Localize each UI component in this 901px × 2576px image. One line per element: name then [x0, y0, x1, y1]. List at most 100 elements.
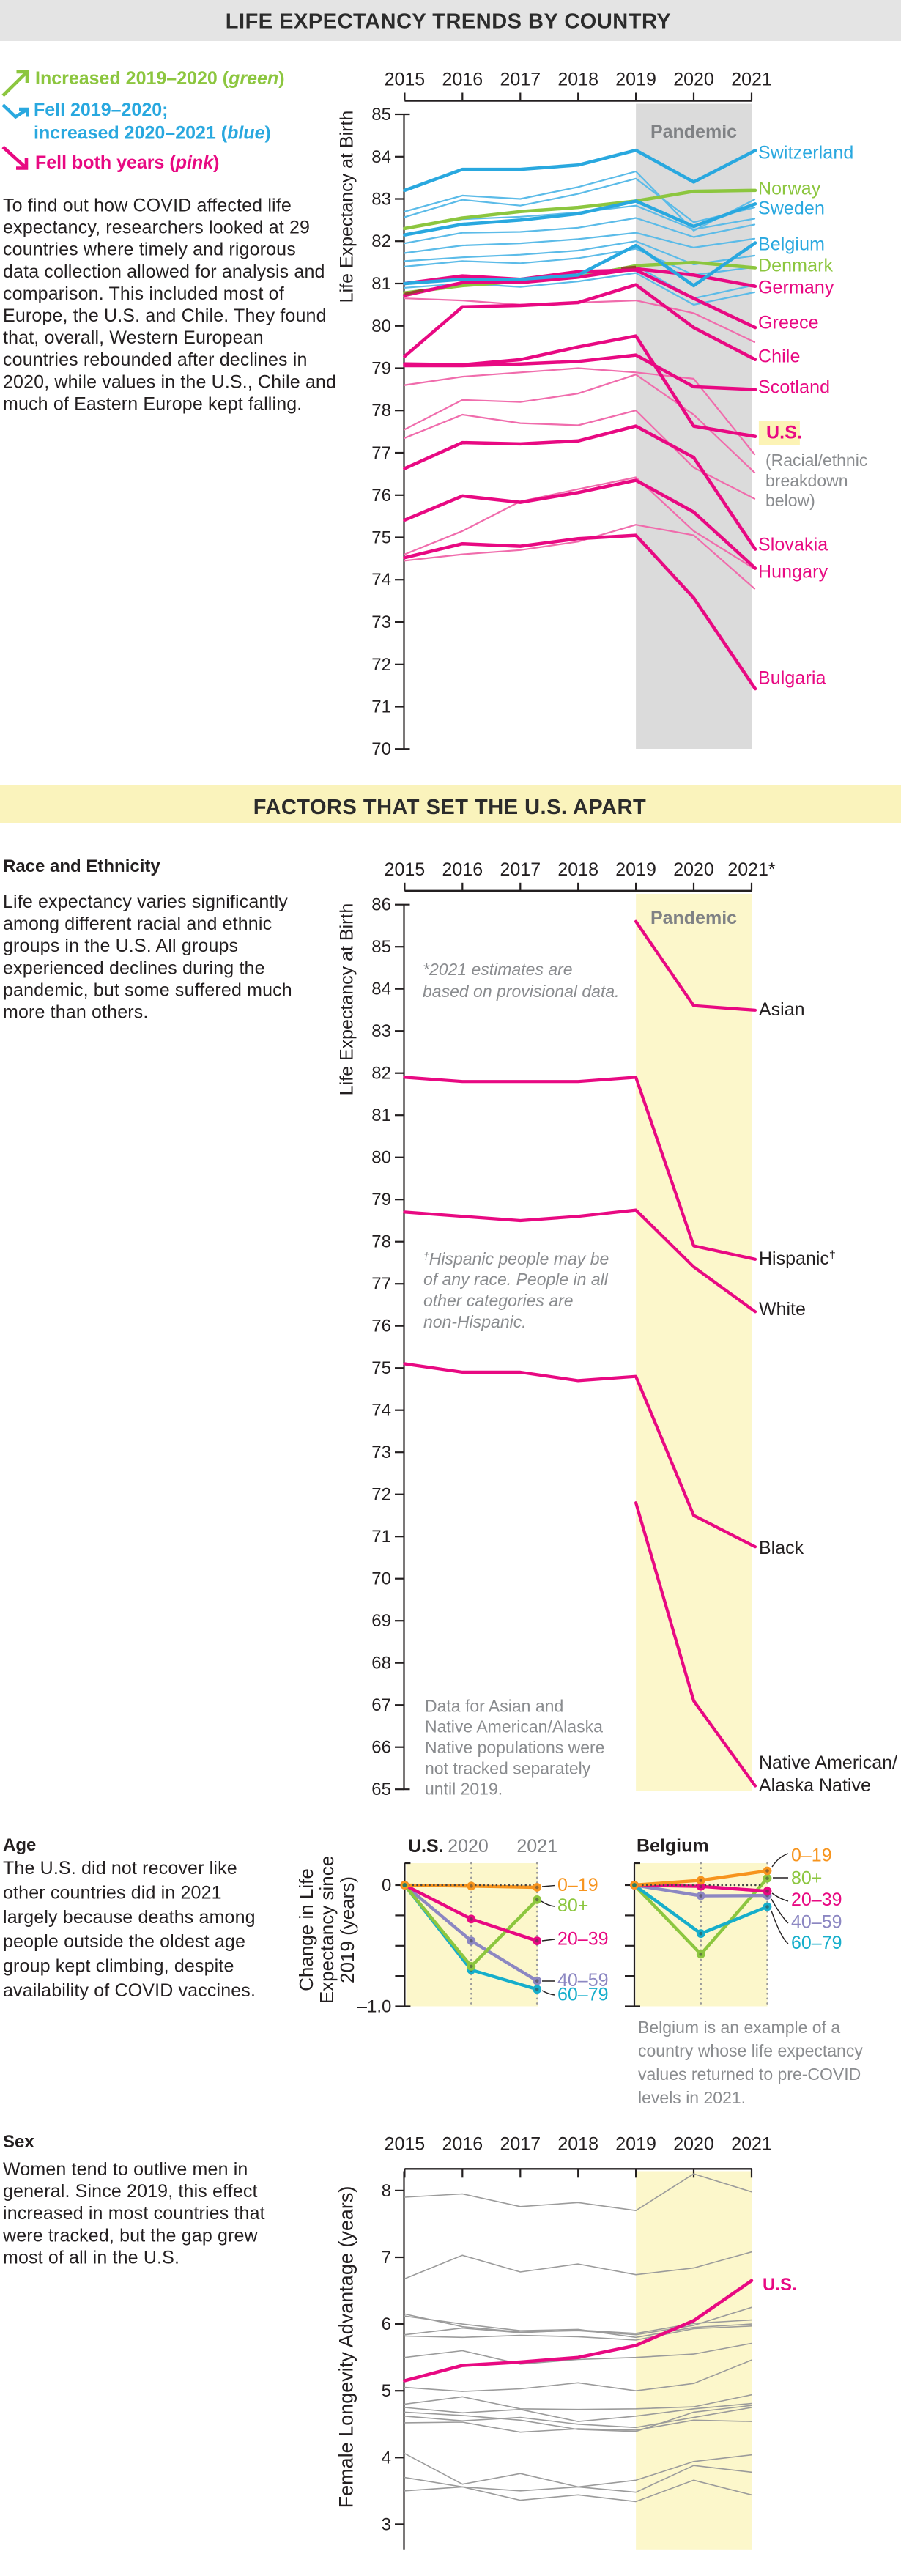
svg-text:74: 74 [371, 570, 391, 590]
svg-text:Asian: Asian [759, 999, 805, 1020]
svg-text:76: 76 [371, 486, 391, 506]
svg-text:Female Longevity Advantage (ye: Female Longevity Advantage (years) [335, 2186, 357, 2509]
svg-text:largely because deaths among: largely because deaths among [3, 1907, 256, 1928]
svg-text:until 2019.: until 2019. [425, 1779, 503, 1798]
svg-text:general. Since 2019, this effe: general. Since 2019, this effect [3, 2181, 258, 2202]
svg-text:73: 73 [371, 1443, 391, 1462]
svg-text:Life Expectancy at Birth: Life Expectancy at Birth [337, 111, 357, 303]
svg-text:2019: 2019 [615, 859, 656, 880]
svg-text:0–19: 0–19 [791, 1846, 832, 1866]
svg-text:other countries did in 2021: other countries did in 2021 [3, 1882, 222, 1903]
svg-text:countries where timely and rig: countries where timely and rigorous [3, 240, 296, 260]
svg-text:*2021 estimates are: *2021 estimates are [423, 960, 573, 979]
svg-text:not tracked separately: not tracked separately [425, 1758, 591, 1777]
svg-text:70: 70 [371, 1569, 391, 1589]
svg-text:country whose life expectancy: country whose life expectancy [638, 2041, 863, 2060]
svg-text:Scotland: Scotland [758, 377, 830, 398]
svg-text:U.S.: U.S. [408, 1836, 444, 1857]
svg-text:Belgium: Belgium [637, 1836, 709, 1857]
svg-text:2020, while values in the U.S.: 2020, while values in the U.S., Chile an… [3, 371, 336, 392]
svg-text:2018: 2018 [557, 859, 598, 880]
svg-text:2016: 2016 [442, 859, 483, 880]
svg-text:comparison. This included most: comparison. This included most of [3, 284, 284, 304]
svg-text:2018: 2018 [557, 70, 598, 90]
svg-text:72: 72 [371, 1485, 391, 1505]
svg-text:60–79: 60–79 [791, 1933, 842, 1953]
svg-text:other categories are: other categories are [423, 1291, 574, 1310]
svg-text:most of all in the U.S.: most of all in the U.S. [3, 2247, 179, 2268]
svg-text:†Hispanic people may be: †Hispanic people may be [423, 1249, 609, 1268]
svg-text:were tracked, but the gap grew: were tracked, but the gap grew [2, 2225, 259, 2246]
svg-text:Europe, the U.S. and Chile. Th: Europe, the U.S. and Chile. They found [3, 306, 327, 326]
svg-text:2020: 2020 [673, 70, 714, 90]
svg-text:among different racial and eth: among different racial and ethnic [3, 914, 272, 934]
svg-text:expectancy, researchers looked: expectancy, researchers looked at 29 [3, 218, 310, 238]
svg-text:74: 74 [371, 1401, 391, 1421]
svg-text:pandemic, but some suffered mu: pandemic, but some suffered much [3, 980, 292, 1000]
svg-text:Slovakia: Slovakia [758, 535, 828, 555]
svg-text:7: 7 [382, 2248, 391, 2268]
svg-text:Sweden: Sweden [758, 199, 825, 219]
svg-text:85: 85 [371, 937, 391, 957]
svg-text:that, overall, Western Europea: that, overall, Western European [3, 327, 264, 348]
svg-text:non-Hispanic.: non-Hispanic. [423, 1312, 527, 1331]
svg-text:83: 83 [371, 1021, 391, 1041]
svg-text:5: 5 [382, 2381, 391, 2401]
svg-text:68: 68 [371, 1654, 391, 1673]
svg-text:data collection allowed for an: data collection allowed for analysis and [3, 262, 325, 282]
svg-text:Black: Black [759, 1538, 804, 1558]
svg-text:71: 71 [371, 697, 391, 717]
svg-text:Hispanic†: Hispanic† [759, 1248, 836, 1269]
svg-text:40–59: 40–59 [791, 1912, 842, 1933]
svg-text:2017: 2017 [500, 859, 541, 880]
svg-text:2019: 2019 [615, 2134, 656, 2155]
svg-text:values returned to pre-COVID: values returned to pre-COVID [638, 2065, 861, 2084]
svg-text:Life Expectancy at Birth: Life Expectancy at Birth [337, 903, 357, 1096]
svg-text:increased in most countries th: increased in most countries that [3, 2203, 265, 2224]
svg-text:73: 73 [371, 612, 391, 632]
svg-text:group kept climbing, despite: group kept climbing, despite [3, 1956, 234, 1977]
svg-text:2015: 2015 [385, 70, 426, 90]
svg-text:77: 77 [371, 443, 391, 463]
svg-text:FACTORS THAT SET THE U.S. APAR: FACTORS THAT SET THE U.S. APART [253, 796, 646, 819]
svg-text:below): below) [765, 491, 815, 510]
svg-text:of any race. People in all: of any race. People in all [423, 1270, 609, 1289]
svg-text:80: 80 [371, 1148, 391, 1168]
svg-text:2015: 2015 [385, 2134, 426, 2155]
svg-text:67: 67 [371, 1695, 391, 1715]
svg-text:66: 66 [371, 1738, 391, 1758]
svg-text:Belgium: Belgium [758, 234, 825, 255]
svg-text:2017: 2017 [500, 2134, 541, 2155]
svg-text:2015: 2015 [385, 859, 426, 880]
svg-text:82: 82 [371, 1064, 391, 1084]
svg-text:2021: 2021 [516, 1836, 557, 1857]
svg-text:76: 76 [371, 1317, 391, 1336]
svg-text:75: 75 [371, 528, 391, 548]
svg-text:71: 71 [371, 1527, 391, 1547]
svg-text:70: 70 [371, 739, 391, 759]
svg-text:2019: 2019 [615, 70, 656, 90]
svg-text:more than others.: more than others. [3, 1002, 149, 1023]
svg-text:79: 79 [371, 359, 391, 379]
svg-text:LIFE EXPECTANCY TRENDS BY COUN: LIFE EXPECTANCY TRENDS BY COUNTRY [226, 10, 671, 34]
svg-text:levels in 2021.: levels in 2021. [638, 2088, 746, 2107]
svg-text:Fell 2019–2020;: Fell 2019–2020; [34, 100, 168, 120]
svg-text:4: 4 [382, 2448, 391, 2468]
svg-text:Data for Asian and: Data for Asian and [425, 1697, 563, 1716]
svg-text:0: 0 [382, 1876, 391, 1895]
svg-text:Belgium is an example of a: Belgium is an example of a [638, 2018, 840, 2037]
svg-text:80+: 80+ [557, 1895, 588, 1916]
svg-text:Bulgaria: Bulgaria [758, 668, 826, 689]
svg-text:2021: 2021 [731, 2134, 772, 2155]
svg-text:Hungary: Hungary [758, 562, 828, 582]
svg-text:3: 3 [382, 2514, 391, 2534]
svg-text:increased 2020–2021 (blue): increased 2020–2021 (blue) [34, 123, 271, 144]
svg-text:2020: 2020 [673, 859, 714, 880]
svg-text:The U.S. did not recover like: The U.S. did not recover like [3, 1858, 237, 1879]
svg-text:people outside the oldest age: people outside the oldest age [3, 1931, 245, 1952]
svg-text:80: 80 [371, 317, 391, 336]
svg-text:Native American/: Native American/ [759, 1753, 897, 1773]
svg-text:77: 77 [371, 1274, 391, 1294]
svg-text:Alaska Native: Alaska Native [759, 1775, 871, 1796]
svg-text:86: 86 [371, 895, 391, 915]
